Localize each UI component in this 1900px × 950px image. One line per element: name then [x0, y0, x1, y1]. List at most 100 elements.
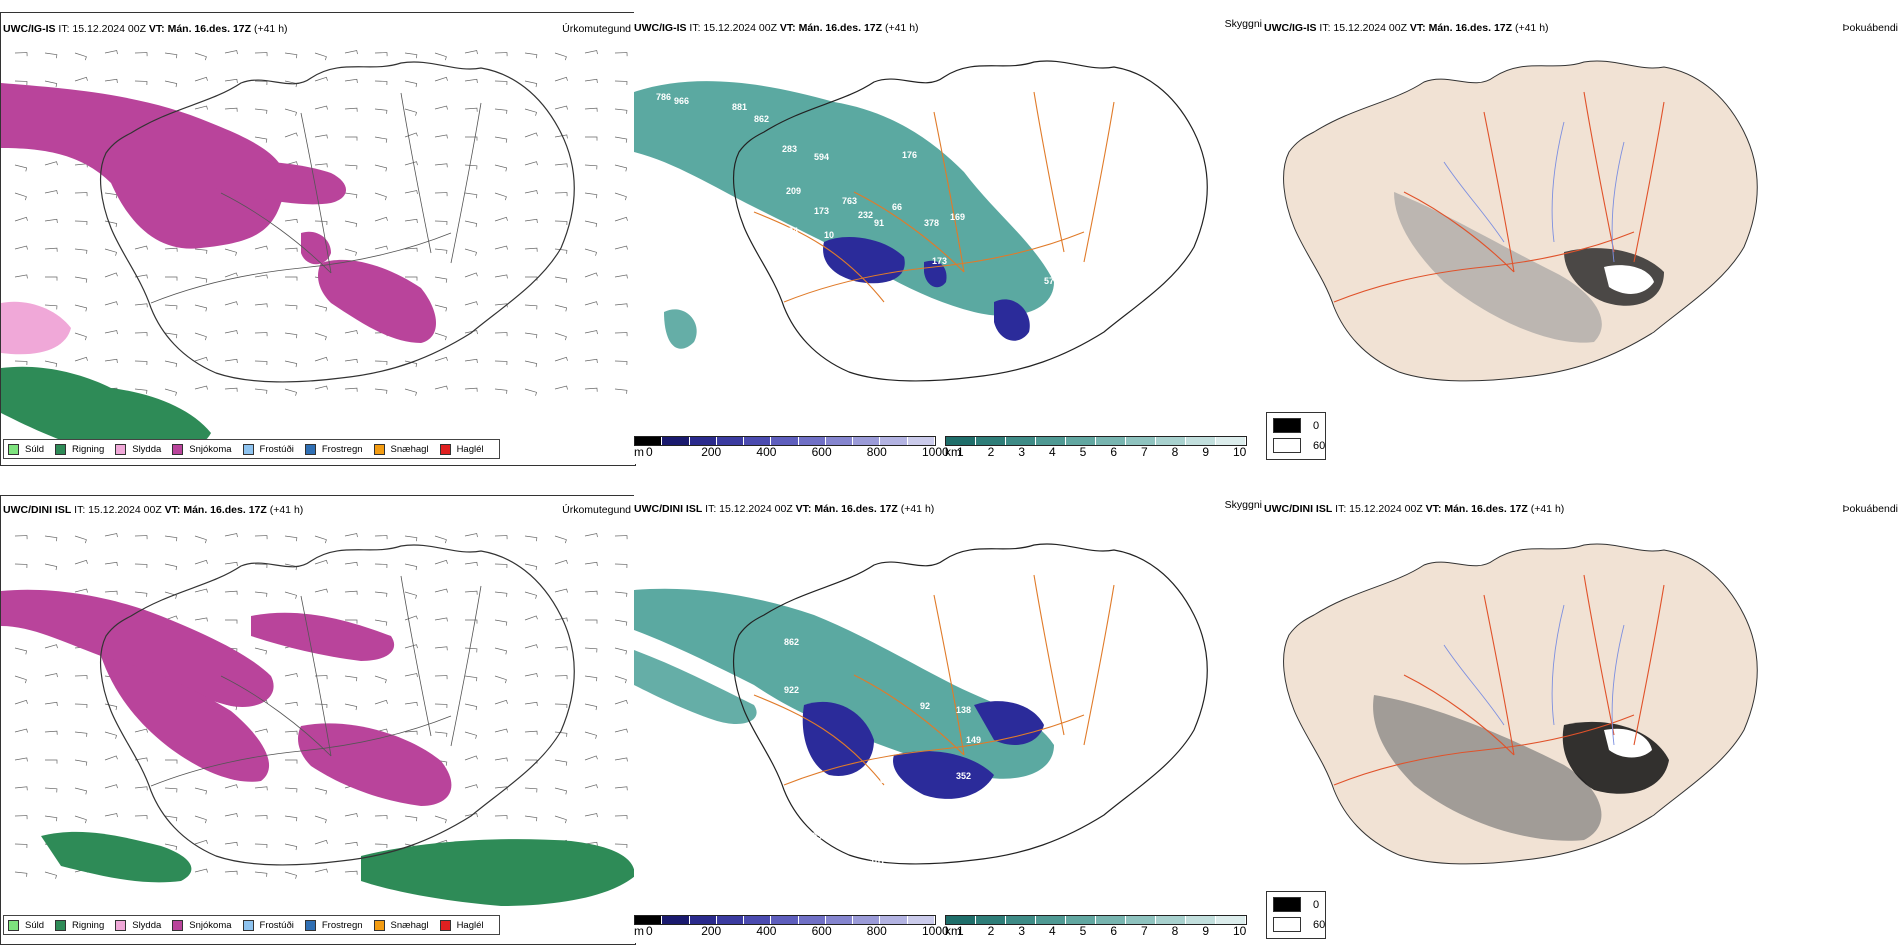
wind-barb [494, 535, 508, 540]
wind-barb [104, 533, 118, 538]
wind-barb [314, 220, 328, 226]
valid-time: VT: Mán. 16.des. 17Z [1409, 22, 1513, 34]
wind-barb [194, 76, 208, 82]
colorbar-segment [1066, 916, 1096, 924]
wind-barb [614, 815, 628, 820]
colorbar-tick: 6 [1110, 924, 1118, 938]
colorbar-tick: 10 [1233, 445, 1247, 459]
wind-barb [344, 870, 358, 875]
wind-barb [254, 843, 268, 849]
wind-barb [224, 330, 238, 335]
colorbar-unit: m [634, 445, 644, 459]
legend-swatch [55, 919, 67, 931]
wind-barb [464, 561, 478, 566]
wind-barb [494, 786, 508, 791]
wind-barb [554, 385, 568, 390]
legend-swatch [8, 919, 19, 931]
wind-barb [284, 52, 298, 59]
wind-barb [314, 868, 328, 873]
wind-barb [74, 675, 88, 680]
wind-barb [344, 78, 358, 83]
wind-barb [614, 757, 628, 762]
wind-barb [614, 303, 628, 308]
elevation-label: 10 [824, 230, 834, 240]
wind-barb [104, 78, 118, 83]
wind-barb [404, 673, 418, 678]
snow-region [301, 231, 331, 265]
wind-barb [254, 360, 268, 366]
wind-barb [284, 304, 298, 310]
wind-barb [224, 533, 238, 538]
colorbar-segment [744, 916, 772, 924]
wind-barb [224, 248, 237, 256]
iceland-outline [733, 543, 1208, 865]
elevation-label: 290 [840, 779, 855, 789]
wind-barb [404, 388, 417, 396]
wind-barb [404, 80, 418, 88]
wind-barb [404, 247, 418, 252]
wind-barb [104, 358, 118, 363]
wind-barb [194, 559, 208, 565]
wind-barb [224, 841, 238, 846]
fog-legend-label: 0 [1313, 419, 1320, 432]
wind-barb [134, 563, 148, 569]
elevation-label: 16 [1042, 789, 1052, 799]
wind-barb [74, 815, 87, 824]
wind-barb [284, 787, 298, 793]
colorbar-segment [744, 437, 772, 445]
colorbar-tick: 0 [646, 924, 653, 938]
colorbar-segment [825, 437, 854, 445]
legend-item: Súld [8, 919, 45, 931]
wind-barb [254, 303, 268, 308]
colorbar-segment [880, 437, 908, 445]
wind-barb [164, 535, 178, 542]
river-network [1443, 604, 1625, 746]
wind-barb [524, 535, 538, 542]
init-time: IT: 15.12.2024 00Z [74, 504, 162, 516]
valid-time: VT: Mán. 16.des. 17Z [779, 22, 883, 34]
wind-barb [614, 164, 628, 172]
colorbar-unit: km [945, 445, 961, 459]
wind-barb [314, 675, 328, 680]
wind-barb [14, 192, 27, 201]
wind-barb [224, 301, 238, 306]
wind-barb [584, 841, 598, 846]
cloudbase-visibility-map-row1: 786 966 881 862 283 594 176 209 763 66 173 232 84 10 9… [634, 12, 1264, 464]
legend-swatch [115, 919, 127, 931]
wind-barb [584, 107, 598, 112]
wind-barb [104, 561, 118, 566]
wind-barb [434, 356, 448, 362]
lead-time: (+41 h) [900, 503, 935, 515]
wind-barb [104, 301, 118, 306]
wind-barb [134, 274, 148, 279]
elevation-label: 786 [656, 92, 671, 102]
wind-barb [224, 870, 238, 875]
elevation-label: 74 [818, 867, 828, 877]
wind-barb [164, 332, 178, 339]
wind-barb [134, 332, 148, 337]
wind-barb [464, 703, 478, 711]
colorbar-segment [1186, 437, 1216, 445]
wind-barb [494, 164, 508, 172]
colorbar-tick: 4 [1049, 445, 1056, 459]
valid-time: VT: Mán. 16.des. 17Z [148, 23, 252, 35]
wind-barb [374, 216, 388, 222]
wind-barb [104, 590, 118, 595]
elevation-label: 32 [884, 314, 894, 324]
visibility-region [634, 650, 757, 725]
wind-barb [254, 136, 268, 143]
wind-barb [494, 563, 508, 569]
colorbar-segment [662, 437, 690, 445]
wind-barb [584, 78, 598, 83]
wind-barb [194, 332, 207, 341]
colorbar-tick: 1000 [922, 924, 949, 938]
wind-barb [165, 276, 178, 281]
wind-barb [164, 80, 178, 88]
legend-swatch [373, 919, 385, 931]
wind-barb [14, 216, 28, 222]
wind-barb [614, 843, 628, 849]
wind-barb [584, 590, 598, 595]
wind-barb [14, 843, 28, 849]
legend-label: Súld [25, 919, 45, 931]
wind-barb [45, 759, 58, 764]
